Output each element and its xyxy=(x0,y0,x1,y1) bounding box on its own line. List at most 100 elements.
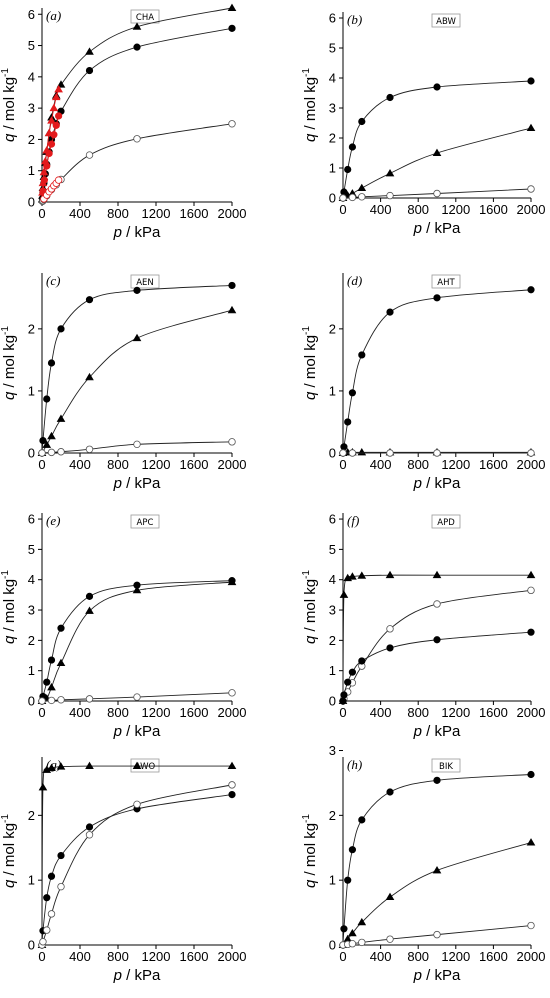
series-fit-line xyxy=(41,284,233,454)
x-tick-label: 400 xyxy=(69,705,91,720)
data-point xyxy=(344,876,352,884)
data-point xyxy=(133,286,141,294)
data-point xyxy=(49,103,59,112)
x-tick-label: 1600 xyxy=(479,202,508,217)
data-point xyxy=(358,193,366,201)
data-point xyxy=(526,838,536,846)
data-point xyxy=(85,823,94,831)
data-point xyxy=(43,162,51,170)
x-tick-label: 0 xyxy=(339,457,346,472)
y-axis-title: q / mol kg-1 xyxy=(0,570,18,644)
chart-panel-aht: 0 400 800 1200 1600 2000 0 1 2 p / kPa q / mol kg-… xyxy=(301,273,545,492)
data-point xyxy=(228,281,236,290)
data-point xyxy=(43,678,51,686)
y-tick-label: 2 xyxy=(329,321,336,336)
x-tick-label: 2000 xyxy=(218,705,247,720)
y-axis-title: q / mol kg-1 xyxy=(301,68,319,142)
y-tick-label: 2 xyxy=(329,633,336,648)
y-tick-label: 0 xyxy=(28,938,35,953)
data-point xyxy=(227,3,237,11)
x-tick-label: 1200 xyxy=(441,457,470,472)
panel-label: (a) xyxy=(46,8,61,23)
data-point xyxy=(47,763,56,771)
data-point xyxy=(133,135,141,143)
panel-label: (h) xyxy=(347,757,362,772)
data-point xyxy=(47,656,56,664)
data-point xyxy=(85,151,94,159)
data-point xyxy=(47,116,56,124)
data-point xyxy=(339,449,347,457)
data-point xyxy=(385,570,395,579)
framework-name: ABW xyxy=(436,17,456,27)
data-point xyxy=(38,697,46,705)
x-axis-title: p / kPa xyxy=(113,967,161,984)
data-point xyxy=(339,697,347,705)
x-tick-label: 0 xyxy=(38,705,45,720)
data-point xyxy=(45,149,53,158)
data-point xyxy=(357,183,367,192)
x-axis-title: p / kPa xyxy=(113,723,161,740)
x-tick-label: 2000 xyxy=(218,457,247,472)
data-point xyxy=(527,770,535,779)
data-point xyxy=(227,761,237,770)
x-tick-label: 800 xyxy=(107,206,129,221)
y-tick-label: 0 xyxy=(28,694,35,709)
data-point xyxy=(348,193,357,202)
y-tick-label: 1 xyxy=(329,383,336,398)
y-tick-label: 6 xyxy=(329,512,336,527)
y-tick-label: 1 xyxy=(329,873,336,888)
series-fit-line xyxy=(342,289,532,454)
data-point xyxy=(47,872,56,880)
data-point xyxy=(57,448,65,456)
data-point xyxy=(228,438,236,446)
data-point xyxy=(56,414,66,422)
data-point xyxy=(57,624,65,632)
data-point xyxy=(385,169,395,177)
x-tick-label: 1200 xyxy=(142,457,171,472)
y-tick-label: 0 xyxy=(28,446,35,461)
x-tick-label: 2000 xyxy=(218,949,247,964)
series-fit-line xyxy=(41,794,233,946)
y-tick-label: 3 xyxy=(329,101,336,116)
data-point xyxy=(38,783,48,791)
x-tick-label: 1600 xyxy=(479,949,508,964)
y-tick-label: 3 xyxy=(28,603,35,618)
x-tick-label: 1600 xyxy=(180,705,209,720)
data-point xyxy=(433,294,441,302)
panel-label: (b) xyxy=(347,12,362,27)
data-point xyxy=(386,625,394,633)
data-point xyxy=(348,928,357,937)
series-fit-line xyxy=(342,127,532,199)
data-point xyxy=(433,83,441,91)
x-tick-label: 800 xyxy=(407,202,429,217)
data-point xyxy=(432,866,442,874)
data-point xyxy=(358,351,366,359)
y-axis-title: q / mol kg-1 xyxy=(0,326,18,400)
y-tick-label: 1 xyxy=(329,161,336,176)
framework-name-box xyxy=(431,13,461,28)
x-axis-title: p / kPa xyxy=(413,220,461,237)
data-point xyxy=(133,440,141,449)
x-tick-label: 800 xyxy=(407,457,429,472)
y-axis-title: q / mol kg-1 xyxy=(0,68,18,142)
data-point xyxy=(348,143,357,151)
data-point xyxy=(358,657,366,665)
data-point xyxy=(358,816,366,824)
data-point xyxy=(348,572,357,580)
data-point xyxy=(227,577,237,586)
y-tick-label: 3 xyxy=(329,743,336,758)
y-axis-title: q / mol kg-1 xyxy=(301,814,319,888)
x-tick-label: 2000 xyxy=(517,457,546,472)
data-point xyxy=(57,696,65,704)
y-tick-label: 5 xyxy=(329,542,336,557)
y-tick-label: 6 xyxy=(329,11,336,26)
data-point xyxy=(386,788,394,796)
data-point xyxy=(386,191,394,200)
framework-name: AEN xyxy=(136,278,154,288)
x-tick-label: 1600 xyxy=(180,949,209,964)
x-tick-label: 400 xyxy=(370,705,392,720)
data-point xyxy=(85,831,94,839)
framework-name-box xyxy=(431,514,461,529)
data-point xyxy=(228,689,236,697)
